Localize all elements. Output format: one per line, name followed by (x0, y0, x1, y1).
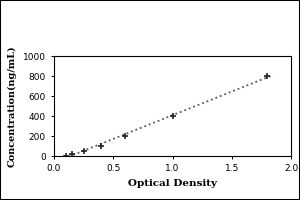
X-axis label: Optical Density: Optical Density (128, 179, 217, 188)
Y-axis label: Concentration(ng/mL): Concentration(ng/mL) (8, 45, 17, 167)
